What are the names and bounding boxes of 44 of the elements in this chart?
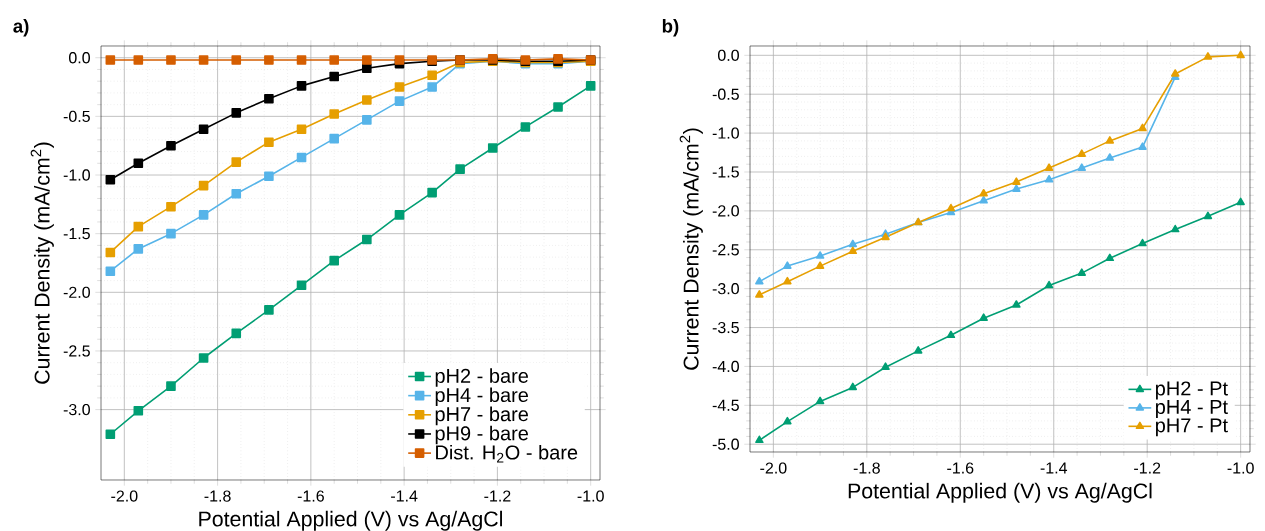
x-tick-label: -1.6 xyxy=(947,462,974,474)
legend-label: pH9 - bare xyxy=(435,425,528,445)
y-tick-label: 0.0 xyxy=(68,52,90,64)
legend-label: pH2 - Pt xyxy=(1156,381,1228,400)
y-tick-label: -0.5 xyxy=(63,110,90,123)
x-tick-label: -2.0 xyxy=(760,462,787,474)
x-tick-label: -1.4 xyxy=(1040,462,1068,474)
y-tick-label: -3.0 xyxy=(63,403,90,416)
x-tick-label: -1.2 xyxy=(1134,462,1161,474)
chart-title: a) xyxy=(13,19,29,37)
x-tick-label: -1.8 xyxy=(204,490,231,502)
legend-label: pH7 - bare xyxy=(435,406,528,426)
y-tick-label: -5.0 xyxy=(712,438,739,450)
x-tick-label: -1.0 xyxy=(1227,462,1254,474)
y-tick-label: -1.5 xyxy=(712,166,739,178)
y-tick-label: -2.5 xyxy=(712,244,739,256)
y-axis-title: Current Density (mA/cm$^{2}$) xyxy=(679,128,703,370)
x-tick-label: -1.2 xyxy=(484,490,511,502)
x-axis-title: Potential Applied (V) vs Ag/AgCl xyxy=(848,482,1152,503)
y-tick-label: -3.5 xyxy=(712,321,739,334)
y-tick-label: -2.5 xyxy=(63,345,90,357)
legend-label: pH4 - bare xyxy=(435,387,528,407)
y-tick-label: -3.0 xyxy=(712,283,739,295)
y-tick-label: 0.0 xyxy=(717,49,739,61)
legend-label: pH7 - Pt xyxy=(1156,418,1228,437)
legend-label: pH4 - Pt xyxy=(1156,400,1228,418)
y-axis-title: Current Density (mA/cm$^{2}$) xyxy=(30,142,54,384)
y-tick-label: -1.5 xyxy=(63,228,90,240)
x-tick-label: -1.8 xyxy=(853,462,880,474)
y-tick-label: -1.0 xyxy=(712,127,739,139)
y-tick-label: -4.5 xyxy=(712,399,739,411)
y-tick-label: -1.0 xyxy=(63,169,90,181)
y-tick-label: -2.0 xyxy=(63,286,90,298)
x-tick-label: -1.4 xyxy=(391,490,418,502)
legend-label: pH2 - bare xyxy=(435,368,528,387)
chart-title: b) xyxy=(662,18,679,37)
x-tick-label: -2.0 xyxy=(111,490,138,502)
x-tick-label: -1.6 xyxy=(297,490,324,502)
x-axis-title: Potential Applied (V) vs Ag/AgCl xyxy=(199,510,502,531)
y-tick-label: -2.0 xyxy=(712,205,739,217)
y-tick-label: -0.5 xyxy=(712,88,739,100)
y-tick-label: -4.0 xyxy=(712,360,739,373)
x-tick-label: -1.0 xyxy=(577,490,604,502)
legend-label: Dist. H$_{2}$O - bare xyxy=(436,444,578,463)
